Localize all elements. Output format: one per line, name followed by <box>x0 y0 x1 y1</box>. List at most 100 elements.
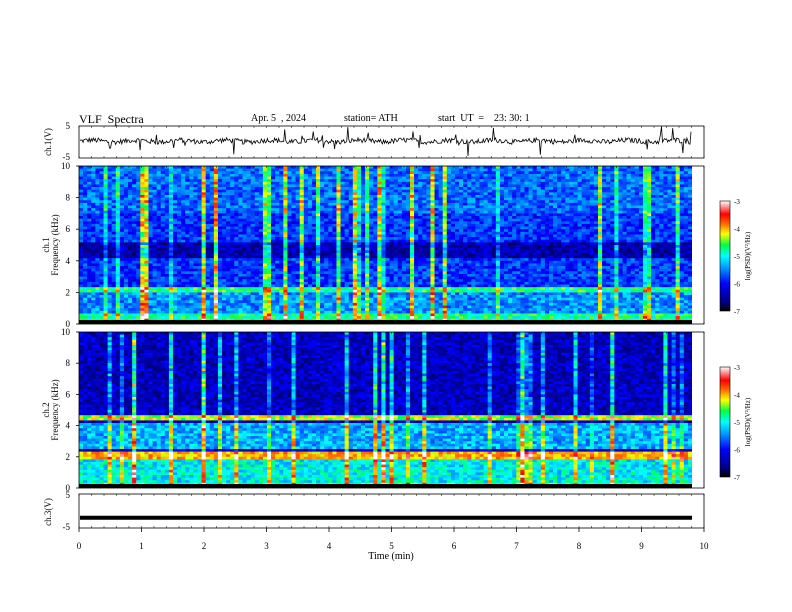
spectrogram-cell <box>377 216 382 219</box>
spectrogram-cell <box>675 192 681 196</box>
spectrogram-cell <box>103 168 108 172</box>
spectrogram-cell <box>405 166 411 169</box>
spectrogram-cell <box>271 213 276 217</box>
spectrogram-cell <box>577 202 582 206</box>
spectrogram-cell <box>651 187 656 190</box>
spectrogram-cell <box>299 242 305 246</box>
spectrogram-cell <box>340 210 345 214</box>
spectrogram-cell <box>491 250 497 254</box>
spectrogram-cell <box>316 250 321 254</box>
spectrogram-cell <box>287 208 292 212</box>
spectrogram-cell <box>107 223 112 227</box>
spectrogram-cell <box>299 247 305 251</box>
spectrogram-cell <box>189 184 194 188</box>
spectrogram-cell <box>687 221 693 225</box>
spectrogram-cell <box>642 250 648 254</box>
spectrogram-cell <box>675 247 681 251</box>
spectrogram-cell <box>479 187 484 190</box>
spectrogram-cell <box>659 223 664 227</box>
spectrogram-cell <box>606 247 611 251</box>
spectrogram-cell <box>487 202 493 206</box>
spectrogram-cell <box>483 205 488 209</box>
spectrogram-cell <box>606 231 611 235</box>
spectrogram-cell <box>405 171 411 175</box>
spectrogram-cell <box>504 200 509 204</box>
spectrogram-cell <box>647 229 652 233</box>
spectrogram-cell <box>499 166 505 169</box>
spectrogram-cell <box>401 205 407 209</box>
spectrogram-cell <box>83 202 88 206</box>
spectrogram-cell <box>426 173 431 177</box>
spectrogram-cell <box>463 245 468 248</box>
spectrogram-cell <box>602 247 607 251</box>
spectrogram-cell <box>295 205 300 209</box>
spectrogram-cell <box>266 242 272 246</box>
spectrogram-cell <box>475 210 480 214</box>
spectrogram-cell <box>442 194 448 198</box>
spectrogram-cell <box>258 166 264 169</box>
spectrogram-cell <box>177 184 182 188</box>
spectrogram-cell <box>536 250 542 254</box>
spectrogram-cell <box>508 184 513 188</box>
spectrogram-cell <box>634 210 640 214</box>
spectrogram-cell <box>283 197 288 201</box>
spectrogram-cell <box>148 202 153 206</box>
spectrogram-cell <box>577 189 582 193</box>
spectrogram-cell <box>467 210 472 214</box>
spectrogram-cell <box>283 179 288 183</box>
spectrogram-cell <box>197 245 202 248</box>
spectrogram-cell <box>442 197 448 201</box>
spectrogram-cell <box>683 181 689 185</box>
spectrogram-cell <box>103 226 108 230</box>
spectrogram-cell <box>508 192 513 196</box>
spectrogram-cell <box>156 173 162 177</box>
spectrogram-cell <box>614 245 619 248</box>
spectrogram-cell <box>291 221 296 225</box>
spectrogram-cell <box>606 192 611 196</box>
spectrogram-cell <box>307 218 313 222</box>
spectrogram-cell <box>222 218 227 222</box>
spectrogram-cell <box>299 192 305 196</box>
spectrogram-cell <box>344 202 350 206</box>
spectrogram-cell <box>487 231 493 235</box>
spectrogram-cell <box>324 208 329 212</box>
spectrogram-cell <box>454 213 460 217</box>
spectrogram-cell <box>463 213 468 217</box>
spectrogram-cell <box>279 166 284 169</box>
spectrogram-cell <box>230 171 235 175</box>
spectrogram-cell <box>581 223 587 227</box>
spectrogram-cell <box>185 184 190 188</box>
spectrogram-cell <box>499 242 505 246</box>
spectrogram-cell <box>275 202 280 206</box>
spectrogram-cell <box>115 173 121 177</box>
spectrogram-cell <box>548 171 554 175</box>
spectrogram-cell <box>365 205 370 209</box>
spectrogram-cell <box>275 250 280 254</box>
spectrogram-cell <box>83 223 88 227</box>
spectrogram-cell <box>614 213 619 217</box>
spectrogram-cell <box>508 239 513 243</box>
spectrogram-cell <box>524 231 529 235</box>
spectrogram-cell <box>687 184 693 188</box>
spectrogram-cell <box>83 171 88 175</box>
spectrogram-cell <box>377 184 382 188</box>
spectrogram-cell <box>487 213 493 217</box>
spectrogram-cell <box>266 184 272 188</box>
spectrogram-cell <box>128 208 133 212</box>
spectrogram-cell <box>418 208 423 212</box>
spectrogram-cell <box>307 234 313 238</box>
spectrogram-cell <box>577 194 582 198</box>
spectrogram-cell <box>136 194 141 198</box>
spectrogram-cell <box>168 189 174 193</box>
spectrogram-cell <box>553 245 558 248</box>
spectrogram-cell <box>275 173 280 177</box>
spectrogram-cell <box>561 223 566 227</box>
spectrogram-cell <box>471 205 476 209</box>
spectrogram-cell <box>544 205 550 209</box>
spectrogram-cell <box>152 210 157 214</box>
spectrogram-cell <box>499 247 505 251</box>
spectrogram-cell <box>512 250 517 254</box>
spectrogram-cell <box>119 245 125 248</box>
spectrogram-cell <box>324 166 329 169</box>
spectrogram-cell <box>642 179 648 183</box>
